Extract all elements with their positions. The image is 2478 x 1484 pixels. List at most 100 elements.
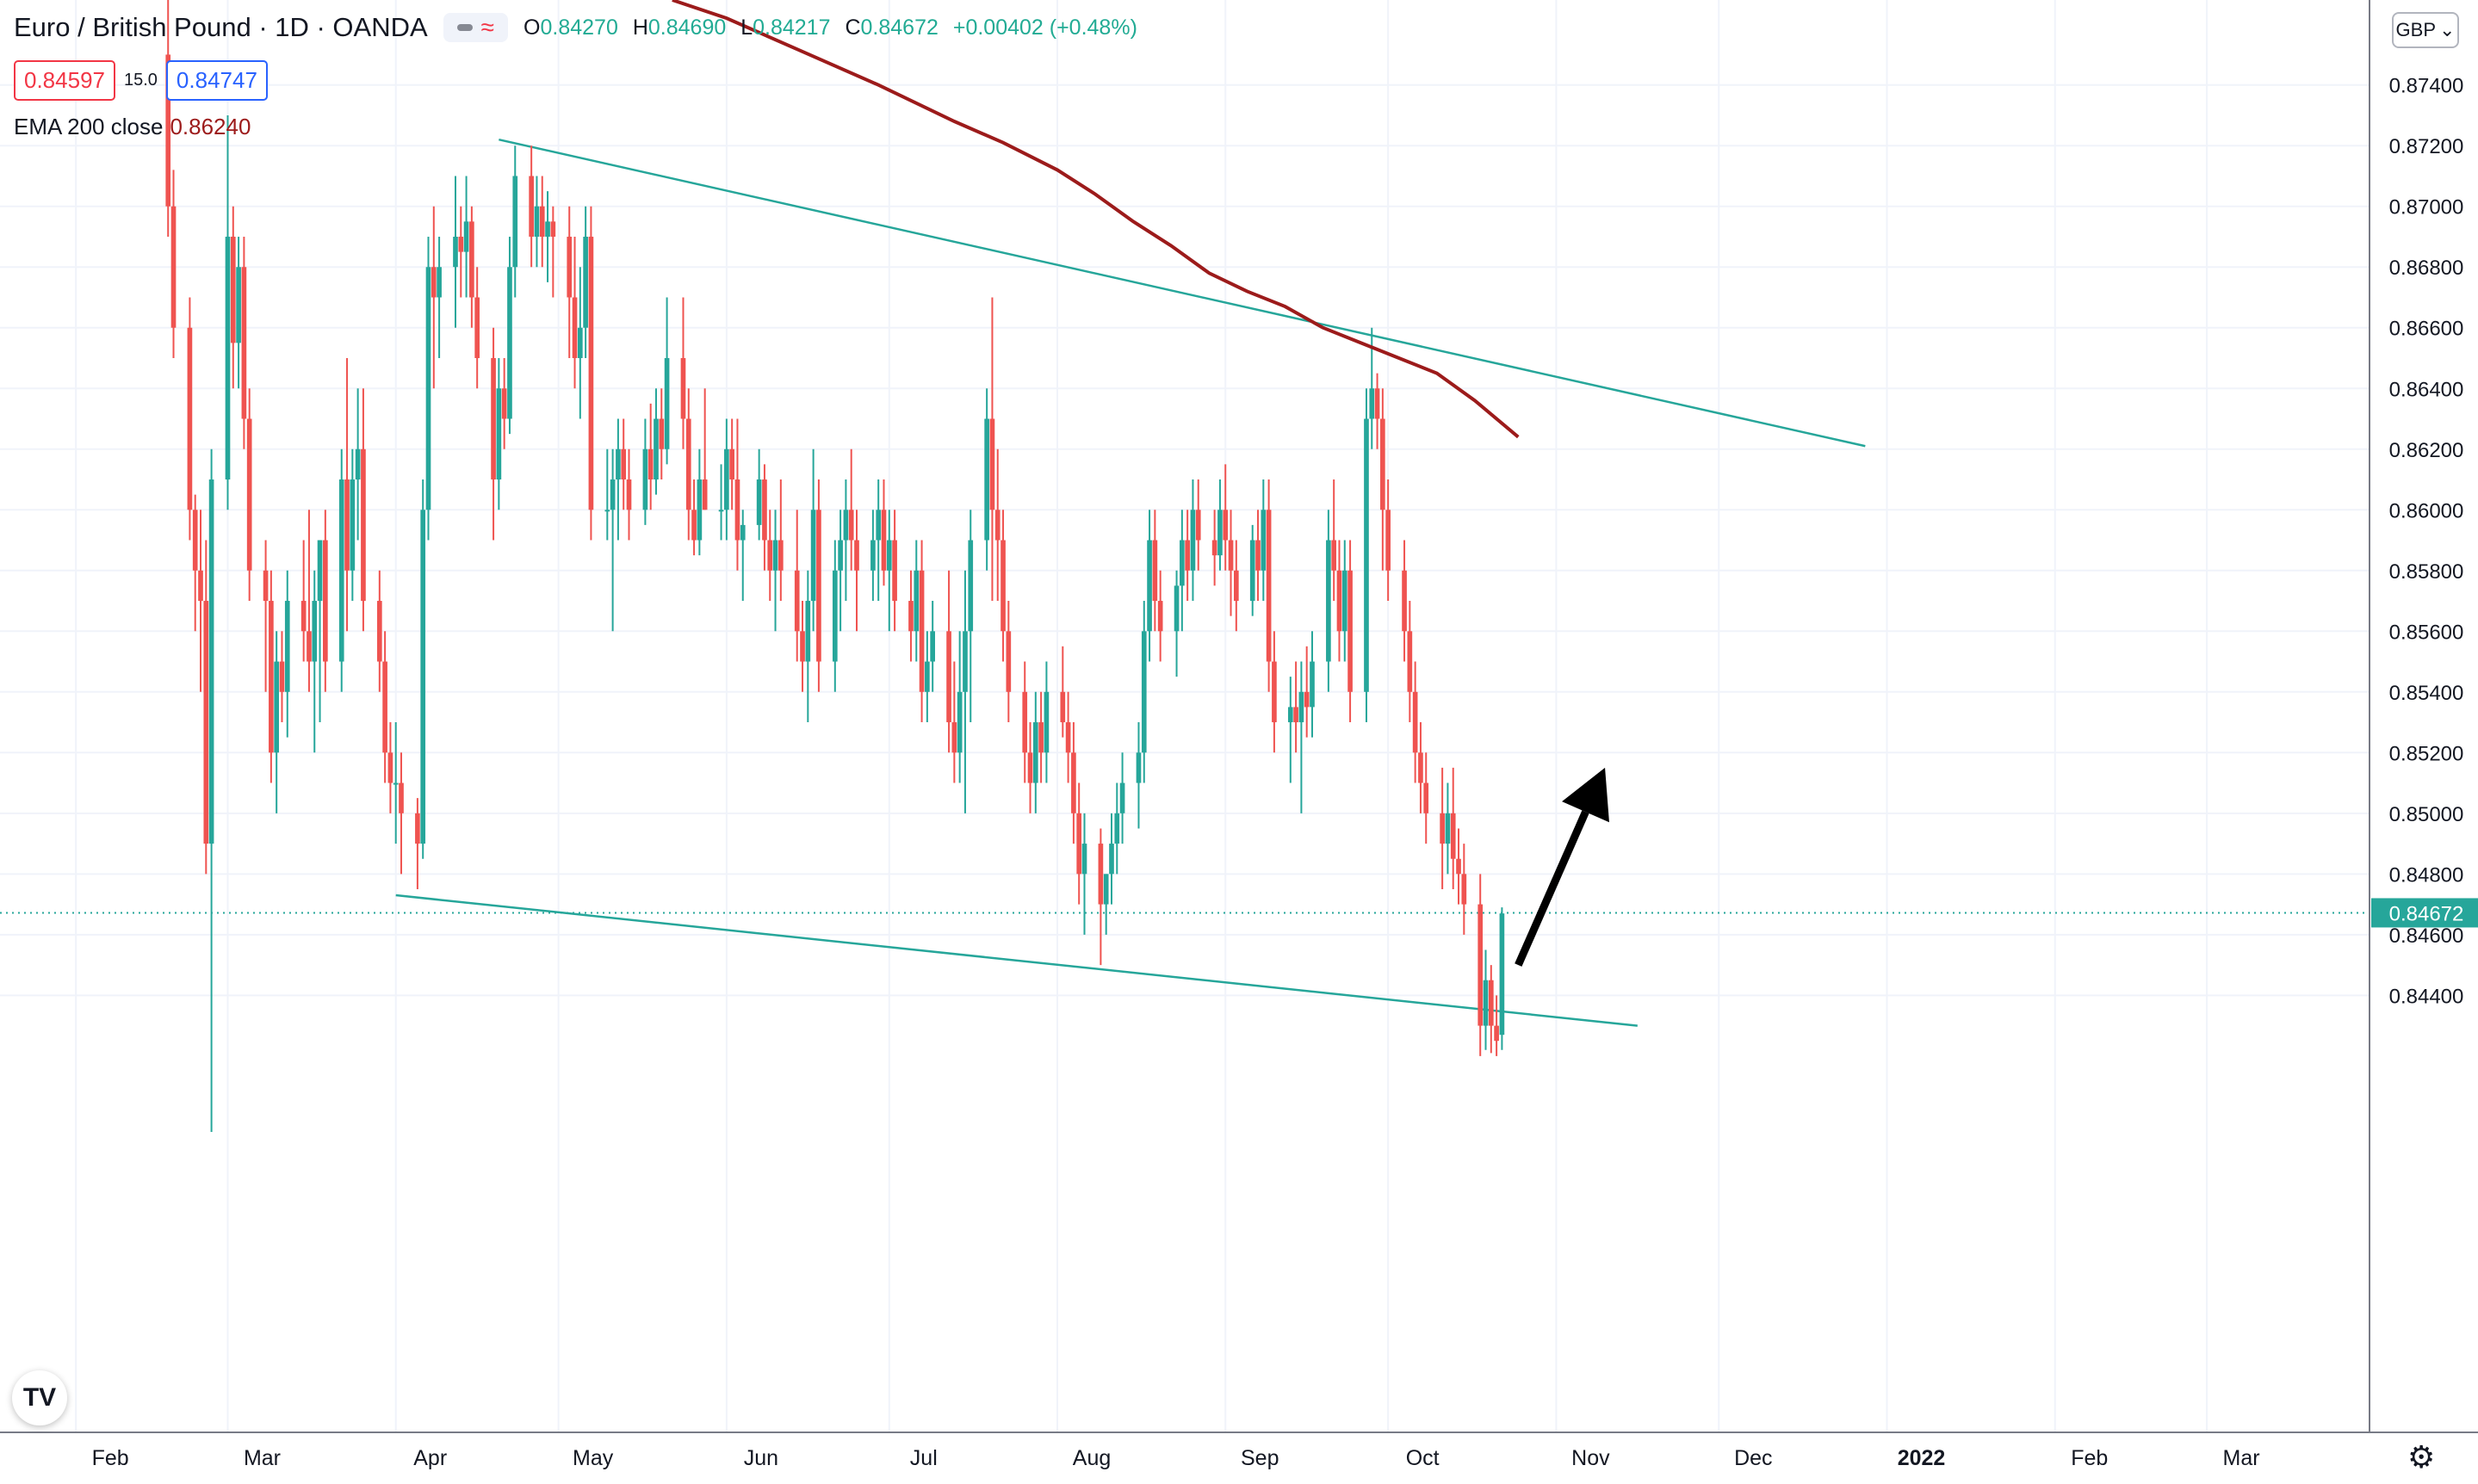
candle-body: [1103, 874, 1109, 905]
candle-body: [230, 236, 236, 343]
candle-body: [350, 479, 356, 571]
candle-body: [816, 510, 821, 662]
candle-body: [1152, 540, 1158, 602]
candle-body: [1032, 722, 1038, 783]
candle-body: [892, 540, 897, 602]
tradingview-logo-icon[interactable]: TV: [12, 1370, 67, 1425]
candle-body: [729, 448, 734, 480]
candle-body: [165, 54, 171, 207]
currency-button[interactable]: GBP ⌄: [2392, 12, 2459, 48]
candle-body: [1445, 813, 1451, 844]
low-value: 0.84217: [753, 15, 831, 40]
x-tick-label: Jul: [910, 1446, 938, 1470]
candle-body: [854, 540, 859, 571]
y-tick-label: 0.84400: [2389, 985, 2464, 1008]
candle-body: [567, 236, 573, 298]
candle-body: [1060, 691, 1066, 723]
candle-body: [355, 448, 361, 480]
candle-body: [1488, 980, 1494, 1026]
candle-body: [1195, 510, 1201, 541]
close-value: 0.84672: [860, 15, 939, 40]
candle-body: [767, 540, 773, 571]
candle-body: [241, 267, 247, 419]
candle-body: [1418, 752, 1423, 783]
candle-body: [312, 601, 318, 662]
candle-body: [344, 479, 350, 571]
y-tick-label: 0.85000: [2389, 803, 2464, 826]
candle-body: [463, 221, 469, 252]
candle-body: [1326, 540, 1331, 662]
candle-body: [800, 631, 805, 662]
x-tick-label: 2022: [1898, 1446, 1946, 1470]
candle-body: [198, 570, 203, 602]
y-tick-label: 0.86800: [2389, 257, 2464, 280]
candle-body: [263, 570, 269, 602]
ema-value: 0.86240: [170, 114, 251, 139]
candle-body: [539, 206, 545, 237]
arrow-shaft: [1515, 810, 1589, 967]
candle-body: [1065, 722, 1071, 753]
candle-body: [951, 722, 957, 753]
candle-body: [1174, 585, 1180, 632]
candle-body: [425, 267, 431, 510]
candle-body: [1081, 844, 1087, 875]
candle-body: [1494, 1025, 1499, 1042]
settings-gear-icon[interactable]: ⚙: [2407, 1439, 2436, 1475]
candle-body: [919, 570, 925, 692]
candle-body: [1098, 844, 1104, 905]
candle-body: [1261, 510, 1267, 571]
candle-body: [1071, 752, 1076, 813]
candle-body: [1336, 570, 1342, 632]
ema-legend[interactable]: EMA 200 close 0.86240: [14, 114, 251, 140]
candle-body: [431, 267, 437, 298]
y-tick-label: 0.85400: [2389, 682, 2464, 705]
candle-body: [740, 524, 746, 541]
candle-body: [387, 752, 393, 783]
candle-body: [984, 418, 989, 541]
x-tick-label: Mar: [2223, 1446, 2260, 1470]
candle-body: [610, 479, 616, 510]
symbol-title[interactable]: Euro / British Pound · 1D · OANDA: [14, 12, 428, 42]
current-price-label: 0.84672: [2389, 902, 2464, 925]
candle-body: [805, 601, 811, 662]
candle-body: [963, 631, 968, 692]
y-tick-label: 0.86600: [2389, 318, 2464, 341]
candle-body: [1331, 540, 1337, 571]
spread-value: 15.0: [123, 71, 158, 90]
candle-body: [762, 479, 767, 541]
drawn-arrow: [1515, 767, 1609, 967]
candle-body: [300, 601, 307, 632]
candle-body: [989, 418, 995, 510]
chart-grid: [0, 0, 2370, 1432]
candle-body: [323, 540, 328, 662]
candle-body: [225, 236, 231, 480]
candle-body: [772, 540, 778, 571]
candle-body: [702, 479, 708, 510]
candle-body: [832, 570, 838, 662]
candle-body: [382, 661, 387, 753]
candle-body: [1228, 540, 1234, 571]
candle-body: [870, 540, 876, 571]
ema-200-polyline: [672, 0, 1520, 439]
buy-price-button[interactable]: 0.84747: [165, 60, 268, 101]
candle-body: [583, 236, 588, 328]
candle-body: [246, 418, 252, 571]
candle-body: [1217, 510, 1223, 556]
candle-body: [1483, 980, 1489, 1026]
legend-toggle[interactable]: ≈: [443, 13, 509, 42]
y-tick-label: 0.87400: [2389, 75, 2464, 98]
candle-body: [529, 176, 534, 237]
y-tick-label: 0.85200: [2389, 742, 2464, 765]
candle-body: [203, 601, 209, 844]
candle-body: [399, 782, 404, 813]
candle-body: [654, 418, 659, 480]
candle-body: [642, 448, 648, 510]
sell-price-button[interactable]: 0.84597: [14, 60, 115, 101]
candle-body: [621, 448, 627, 480]
candle-body: [1423, 782, 1429, 813]
y-tick-label: 0.86400: [2389, 378, 2464, 401]
high-value: 0.84690: [647, 15, 727, 40]
candle-body: [1298, 691, 1304, 723]
candle-body: [647, 448, 654, 480]
